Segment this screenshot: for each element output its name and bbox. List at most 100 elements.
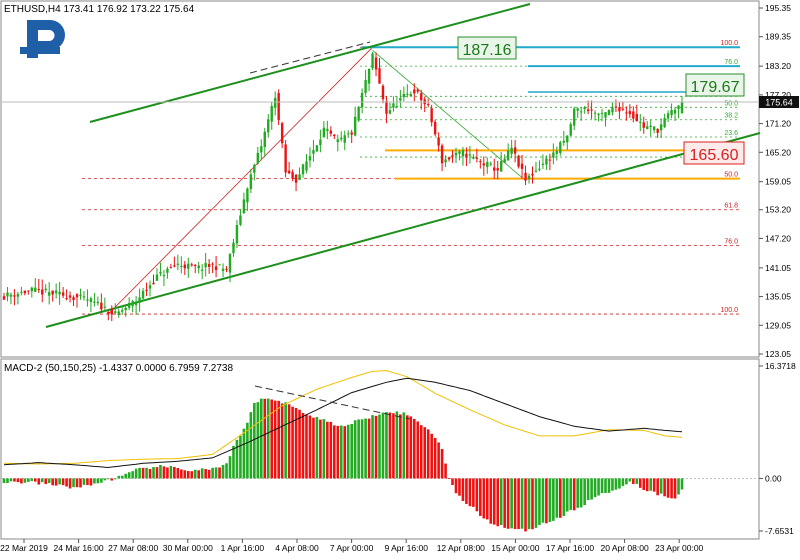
macd-hist-bar	[666, 478, 670, 498]
macd-y-tick-label: -7.6531	[765, 526, 794, 536]
macd-hist-bar	[155, 467, 159, 479]
macd-hist-bar	[374, 415, 378, 479]
macd-hist-bar	[315, 416, 319, 479]
candle-body	[246, 188, 249, 203]
macd-hist-bar	[458, 478, 461, 496]
macd-hist-bar	[180, 469, 183, 479]
macd-hist-bar	[406, 415, 409, 479]
candle-body	[211, 263, 214, 265]
macd-hist-bar	[169, 466, 173, 479]
y-tick-label: 153.20	[765, 205, 791, 215]
macd-hist-bar	[499, 478, 503, 525]
candle-body	[41, 289, 44, 295]
candle-body	[677, 105, 680, 110]
candle-body	[604, 112, 607, 118]
macd-hist-bar	[371, 415, 374, 479]
macd-hist-bar	[583, 478, 586, 506]
macd-hist-bar	[65, 478, 68, 487]
candle-body	[68, 295, 72, 298]
candle-body	[430, 108, 433, 123]
y-tick-label: 159.05	[765, 177, 791, 187]
macd-hist-bar	[604, 478, 607, 494]
candle-body	[625, 112, 628, 114]
candle-body	[343, 135, 346, 143]
candle-body	[607, 109, 611, 115]
macd-hist-bar	[141, 467, 145, 479]
macd-hist-bar	[37, 478, 41, 485]
y-tick-label: 177.20	[765, 90, 791, 100]
macd-hist-bar	[350, 423, 353, 479]
macd-hist-bar	[9, 478, 13, 482]
macd-hist-bar	[635, 478, 639, 484]
y-tick-label: 135.05	[765, 292, 791, 302]
candle-body	[176, 263, 180, 265]
candle-body	[632, 111, 635, 119]
candle-body	[639, 121, 642, 123]
macd-hist-bar	[409, 416, 413, 479]
macd-hist-bar	[47, 478, 51, 483]
macd-hist-bar	[308, 415, 312, 479]
current-price-text: 175.64	[765, 98, 793, 108]
macd-hist-bar	[193, 469, 197, 479]
candle-body	[162, 275, 166, 277]
candle-body	[433, 121, 437, 135]
macd-hist-bar	[663, 478, 666, 497]
label-mid-level: 179.67	[685, 73, 745, 97]
candle-body	[663, 118, 666, 127]
candle-body	[218, 264, 221, 266]
candle-body	[200, 269, 204, 271]
candle-body	[319, 139, 322, 146]
macd-hist-bar	[270, 399, 274, 479]
macd-hist-bar	[569, 478, 573, 510]
candle-body	[510, 147, 513, 154]
macd-hist-bar	[93, 478, 96, 484]
candle-body	[187, 263, 190, 269]
macd-hist-bar	[517, 478, 520, 530]
candle-body	[65, 298, 68, 300]
candle-body	[579, 111, 583, 113]
macd-hist-bar	[280, 403, 284, 479]
macd-signal-line	[3, 370, 683, 465]
macd-hist-bar	[625, 478, 628, 485]
candle-body	[437, 137, 440, 146]
candle-body	[465, 153, 468, 158]
macd-hist-bar	[353, 420, 357, 479]
macd-hist-bar	[367, 418, 371, 479]
macd-hist-bar	[642, 478, 646, 490]
x-tick-label: 30 Mar 00:00	[163, 543, 213, 553]
macd-hist-bar	[207, 469, 211, 479]
candle-body	[479, 161, 482, 163]
x-tick-label: 12 Apr 08:00	[437, 543, 485, 553]
macd-hist-bar	[319, 419, 322, 479]
macd-hist-bar	[454, 478, 458, 494]
candle-body	[23, 290, 27, 294]
candle-body	[93, 301, 96, 303]
macd-hist-bar	[89, 478, 93, 486]
candle-body	[58, 291, 61, 295]
candle-body	[416, 89, 419, 92]
macd-hist-bar	[284, 402, 287, 479]
macd-hist-bar	[468, 478, 472, 507]
candle-body	[555, 151, 559, 154]
macd-hist-bar	[176, 467, 180, 479]
macd-hist-bar	[545, 478, 548, 524]
macd-hist-bar	[256, 402, 260, 479]
candle-body	[107, 311, 110, 315]
candle-body	[48, 292, 51, 296]
candle-body	[127, 303, 131, 308]
candle-body	[472, 156, 475, 159]
macd-hist-bar	[444, 463, 447, 479]
macd-hist-bar	[628, 478, 632, 482]
macd-hist-bar	[162, 466, 166, 479]
candle-body	[287, 170, 291, 174]
candle-body	[520, 163, 524, 169]
y-tick-label: 129.05	[765, 320, 791, 330]
candle-body	[204, 263, 207, 268]
fib-level-label: 76.0	[724, 59, 738, 66]
candle-body	[440, 145, 444, 164]
macd-hist-bar	[541, 478, 545, 523]
candle-body	[496, 168, 499, 171]
candle-body	[659, 124, 663, 131]
macd-hist-bar	[520, 478, 524, 529]
candle-body	[364, 79, 367, 93]
